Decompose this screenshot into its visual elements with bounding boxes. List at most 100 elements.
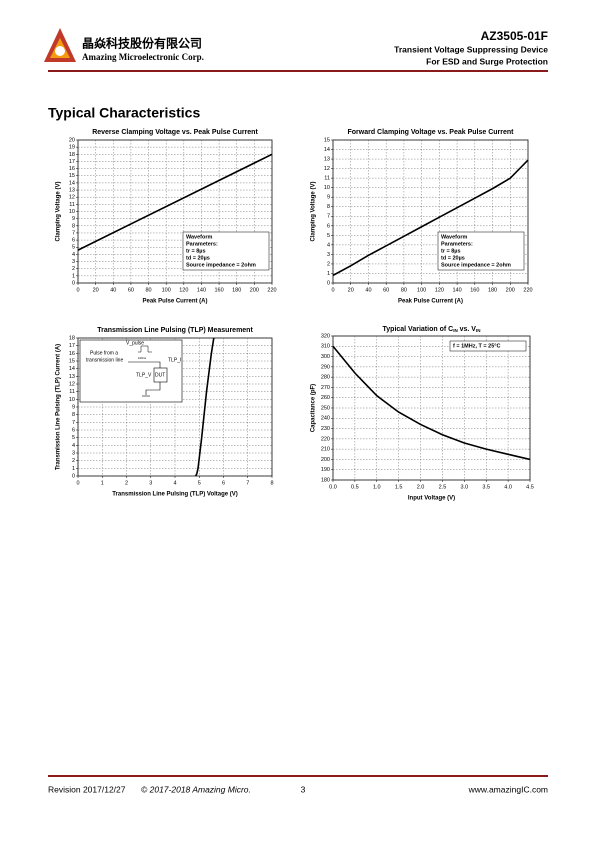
x-tick-label: 7 [246, 480, 249, 486]
y-tick-label: 3 [72, 450, 75, 456]
y-tick-label: 12 [69, 381, 75, 387]
x-axis-label: Input Voltage (V) [408, 496, 455, 502]
x-tick-label: 200 [250, 287, 259, 293]
y-tick-label: 2 [72, 458, 75, 464]
y-tick-label: 300 [321, 354, 330, 360]
inset-label: 100ns [138, 356, 147, 360]
data-line [194, 337, 215, 477]
y-tick-label: 270 [321, 385, 330, 391]
y-tick-label: 0 [72, 280, 75, 286]
y-tick-label: 19 [69, 145, 75, 151]
chart-title: Typical Variation of CIN vs. VIN [383, 326, 481, 333]
y-tick-label: 190 [321, 467, 330, 473]
x-tick-label: 160 [214, 287, 223, 293]
x-tick-label: 4 [173, 480, 176, 486]
dut-box [153, 367, 168, 383]
y-tick-label: 18 [69, 152, 75, 158]
pulse-shape [138, 345, 152, 353]
x-tick-label: 160 [470, 287, 479, 293]
y-tick-label: 5 [72, 245, 75, 251]
y-tick-label: 15 [69, 173, 75, 179]
x-tick-label: 20 [93, 287, 99, 293]
y-tick-label: 1 [327, 271, 330, 277]
y-tick-label: 5 [72, 435, 75, 441]
footer-copyright: © 2017-2018 Amazing Micro. [141, 784, 251, 794]
x-axis-label: Peak Pulse Current (A) [398, 299, 463, 305]
x-tick-label: 200 [506, 287, 515, 293]
chart-title: Reverse Clamping Voltage vs. Peak Pulse … [92, 129, 258, 136]
y-tick-label: 8 [327, 204, 330, 210]
x-tick-label: 220 [267, 287, 276, 293]
part-number: AZ3505-01F [481, 29, 548, 43]
annotation: Parameters: [186, 241, 218, 247]
annotation: Source impedance = 2ohm [441, 262, 511, 268]
y-tick-label: 16 [69, 166, 75, 172]
y-tick-label: 4 [72, 252, 75, 258]
y-tick-label: 8 [72, 223, 75, 229]
y-tick-label: 10 [324, 185, 330, 191]
annotation: td = 20µs [186, 255, 210, 261]
x-tick-label: 140 [197, 287, 206, 293]
y-tick-label: 18 [69, 335, 75, 341]
x-tick-label: 120 [435, 287, 444, 293]
y-tick-label: 13 [324, 157, 330, 163]
y-tick-label: 11 [69, 389, 75, 395]
x-tick-label: 1.5 [395, 484, 403, 490]
data-line [332, 159, 529, 277]
x-tick-label: 3.5 [482, 484, 490, 490]
annotation-box [437, 231, 525, 271]
y-tick-label: 12 [69, 195, 75, 201]
y-tick-label: 2 [72, 266, 75, 272]
y-tick-label: 1 [72, 466, 75, 472]
y-tick-label: 280 [321, 375, 330, 381]
plot-area [332, 335, 531, 481]
x-tick-label: 40 [110, 287, 116, 293]
x-tick-label: 1 [101, 480, 104, 486]
company-cn: 晶焱科技股份有限公司 [82, 36, 202, 51]
data-line [77, 153, 273, 251]
inset-label: TLP_V [136, 372, 152, 378]
x-tick-label: 100 [162, 287, 171, 293]
y-tick-label: 240 [321, 416, 330, 422]
y-tick-label: 17 [69, 159, 75, 165]
x-tick-label: 100 [417, 287, 426, 293]
y-tick-label: 6 [72, 238, 75, 244]
y-axis-label: Transmission Line Pulsing (TLP) Current … [56, 344, 62, 470]
y-tick-label: 11 [69, 202, 75, 208]
x-tick-label: 0.0 [329, 484, 337, 490]
annotation: f = 1MHz, T = 25°C [453, 343, 500, 349]
x-tick-label: 3 [149, 480, 152, 486]
y-tick-label: 10 [69, 209, 75, 215]
chart-title-part: IN [476, 328, 481, 333]
y-tick-label: 9 [72, 404, 75, 410]
y-tick-label: 2 [327, 261, 330, 267]
subtitle: Transient Voltage Suppressing Device [394, 44, 548, 54]
x-tick-label: 180 [232, 287, 241, 293]
y-axis-label: Clamping Voltage (V) [311, 182, 317, 242]
y-tick-label: 14 [69, 180, 75, 186]
annotation: Source impedance = 2ohm [186, 262, 256, 268]
x-tick-label: 6 [222, 480, 225, 486]
chart: 180 190 200 210 220 230 240 250 260 270 280 290 300 3… [311, 326, 534, 502]
section-title: Typical Characteristics [48, 105, 200, 121]
y-tick-label: 220 [321, 436, 330, 442]
y-tick-label: 16 [69, 351, 75, 357]
logo [44, 28, 76, 62]
wire [128, 361, 161, 368]
y-tick-label: 4 [72, 443, 75, 449]
x-tick-label: 2.5 [439, 484, 447, 490]
chart-title-part: vs. V [458, 326, 477, 333]
y-tick-label: 7 [327, 214, 330, 220]
x-tick-label: 60 [128, 287, 134, 293]
x-axis-label: Peak Pulse Current (A) [142, 299, 207, 305]
x-tick-label: 1.0 [373, 484, 381, 490]
annotation-box [182, 231, 270, 271]
annotation: td = 20µs [441, 255, 465, 261]
x-tick-label: 220 [523, 287, 532, 293]
y-axis-label: Clamping Voltage (V) [56, 182, 62, 242]
y-tick-label: 290 [321, 364, 330, 370]
y-tick-label: 260 [321, 395, 330, 401]
